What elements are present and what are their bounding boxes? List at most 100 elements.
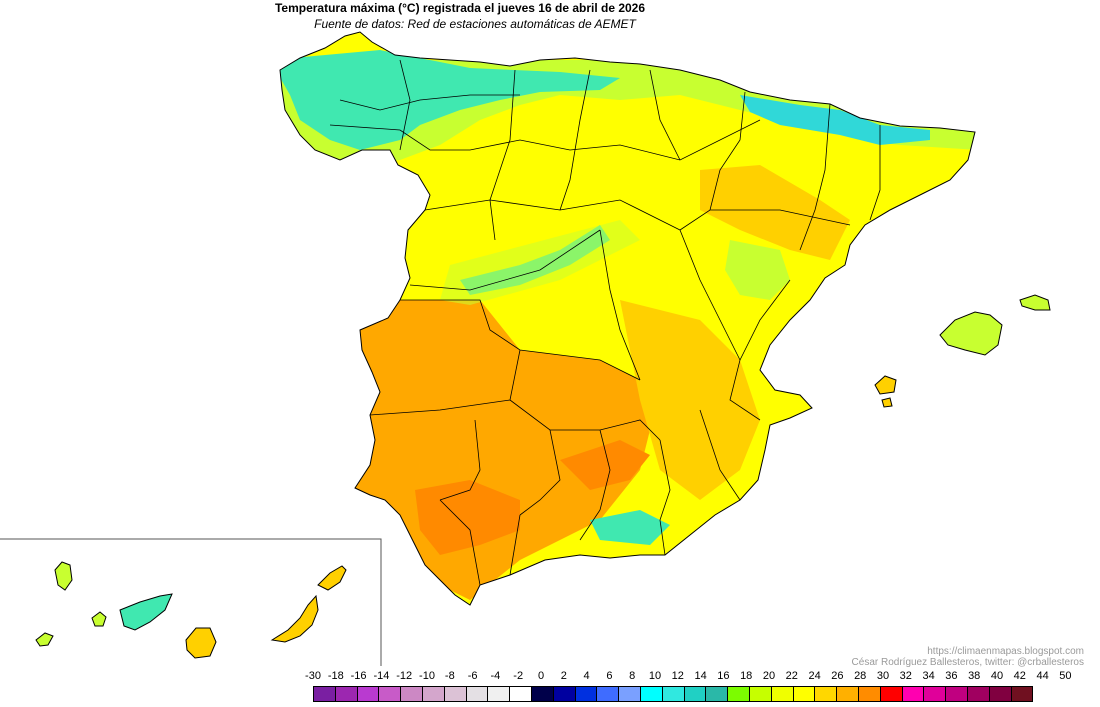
legend-tick-label: 42	[1013, 670, 1026, 682]
legend-tick-label: -10	[419, 670, 435, 682]
legend-swatch	[662, 687, 685, 701]
province-borders	[329, 59, 881, 586]
legend-swatch	[488, 687, 511, 701]
legend-tick-label: -16	[350, 670, 367, 682]
legend-swatch	[1011, 687, 1034, 701]
legend-tick-label: 10	[648, 670, 662, 682]
legend-tick-label: 6	[606, 670, 613, 682]
hottest-zone-jaen	[560, 440, 650, 490]
legend-tick-label: 4	[583, 670, 590, 682]
formentera-island	[881, 397, 893, 408]
cool-zone-cantabrian	[280, 50, 620, 150]
legend-tick-label: 2	[560, 670, 567, 682]
legend-tick-label: 8	[629, 670, 636, 682]
legend-tick-label: 40	[990, 670, 1004, 682]
legend-swatch	[401, 687, 423, 701]
legend-tick-label: 12	[671, 670, 684, 682]
legend-swatch	[684, 687, 707, 701]
legend-tick-label: 34	[922, 670, 935, 682]
legend-tick-label: -4	[490, 670, 501, 682]
legend-swatch	[379, 687, 402, 701]
legend-tick-label: 0	[537, 670, 545, 682]
legend-swatch	[335, 687, 358, 701]
legend-swatch	[531, 687, 554, 701]
legend-swatch	[880, 687, 903, 701]
legend-swatch	[967, 687, 990, 701]
inset-frame	[0, 538, 382, 666]
legend-tick-label: -6	[467, 670, 478, 682]
legend-swatch	[924, 687, 947, 701]
legend-tick-label: -8	[444, 670, 455, 682]
ibiza-island	[874, 375, 897, 395]
legend-swatch	[357, 687, 380, 701]
cool-zone-iberian	[725, 240, 790, 300]
legend-tick-label: -30	[305, 670, 321, 682]
credit-block: https://climaenmapas.blogspot.com César …	[852, 646, 1084, 668]
legend-swatch	[597, 687, 620, 701]
legend-swatch	[815, 687, 838, 701]
cool-zone-sierra-nevada	[590, 510, 670, 545]
hot-zone-ebro	[700, 165, 850, 260]
legend-swatch	[422, 687, 445, 701]
legend-tick-label: 26	[831, 670, 844, 682]
hot-zone-south	[620, 300, 760, 500]
canary-islands-inset	[0, 538, 382, 666]
credit-url: https://climaenmapas.blogspot.com	[927, 646, 1084, 657]
mild-zone-central-system	[440, 220, 640, 305]
legend-tick-label: -2	[513, 670, 524, 682]
legend-tick-label: 18	[740, 670, 753, 682]
fuerteventura-island	[270, 594, 319, 643]
legend-tick-label: 44	[1036, 670, 1049, 682]
legend-swatch	[793, 687, 816, 701]
legend-swatch	[728, 687, 750, 701]
map-title: Temperatura máxima (°C) registrada el ju…	[274, 1, 646, 15]
peninsula-coastline	[279, 31, 976, 606]
balearic-islands	[874, 294, 1051, 408]
legend-tick-label: 32	[899, 670, 912, 682]
legend-swatch	[553, 687, 576, 701]
legend-swatch	[575, 687, 598, 701]
legend-tick-label: 36	[945, 670, 958, 682]
legend-tick-labels: -30 -18 -16 -14 -12 -10 -8 -6 -4 -2 0 2 4 6 8 10 12 14 16 1…	[297, 670, 1097, 684]
legend-swatch	[771, 687, 794, 701]
legend-tick-label: 22	[785, 670, 798, 682]
legend-tick-label: 50	[1059, 670, 1072, 682]
credit-author: César Rodríguez Ballesteros, twitter: @c…	[851, 657, 1084, 668]
menorca-island	[1019, 294, 1051, 311]
legend-swatch	[466, 687, 489, 701]
hottest-zone-guadalquivir	[415, 480, 520, 555]
legend-tick-label: -14	[373, 670, 390, 682]
legend-swatch	[444, 687, 467, 701]
legend-tick-label: -12	[396, 670, 413, 682]
legend-tick-label: -18	[327, 670, 344, 682]
mallorca-island	[939, 311, 1003, 356]
legend-tick-label: 16	[717, 670, 730, 682]
legend-swatch	[837, 687, 859, 701]
legend-swatch	[619, 687, 641, 701]
legend-tick-label: 28	[854, 670, 867, 682]
legend-swatch	[706, 687, 729, 701]
legend-tick-label: 20	[762, 670, 776, 682]
legend-tick-label: 24	[808, 670, 821, 682]
la-palma-island	[54, 561, 73, 591]
legend-swatch	[858, 687, 881, 701]
legend-swatch	[989, 687, 1012, 701]
gran-canaria-island	[185, 627, 217, 659]
la-gomera-island	[91, 611, 107, 627]
map-subtitle: Fuente de datos: Red de estaciones autom…	[314, 17, 636, 31]
legend-swatch	[749, 687, 772, 701]
legend-tick-label: 38	[968, 670, 981, 682]
cool-zone-pyrenees	[740, 95, 930, 145]
legend-tick-label: 14	[694, 670, 707, 682]
tenerife-island	[119, 593, 173, 631]
legend-swatch	[510, 687, 532, 701]
legend-swatch	[902, 687, 925, 701]
legend-swatch	[946, 687, 968, 701]
legend-swatch	[640, 687, 663, 701]
temperature-color-scale	[313, 686, 1034, 702]
el-hierro-island	[35, 632, 54, 647]
lanzarote-island	[317, 565, 347, 591]
legend-tick-label: 30	[876, 670, 890, 682]
legend-swatch	[314, 687, 336, 701]
